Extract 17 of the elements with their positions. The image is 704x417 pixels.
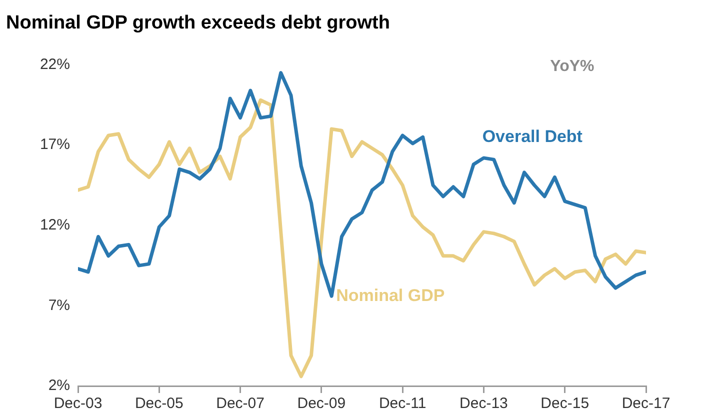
x-tick-label: Dec-09 — [297, 395, 346, 412]
chart-title: Nominal GDP growth exceeds debt growth — [6, 12, 390, 34]
series-label: Overall Debt — [482, 126, 583, 146]
annotation: YoY% — [550, 58, 594, 76]
x-tick-label: Dec-15 — [540, 395, 590, 412]
x-tick-label: Dec-05 — [134, 395, 184, 412]
y-tick-label: 12% — [40, 216, 70, 234]
series-label: Nominal GDP — [336, 286, 445, 305]
y-tick-label: 7% — [48, 296, 70, 314]
x-tick-label: Dec-17 — [622, 395, 670, 412]
y-tick-label: 2% — [48, 377, 70, 394]
x-tick-label: Dec-07 — [216, 395, 264, 412]
y-tick-label: 22% — [40, 56, 70, 73]
x-tick-label: Dec-13 — [460, 395, 508, 412]
x-tick-label: Dec-11 — [378, 395, 426, 412]
x-tick-label: Dec-03 — [54, 395, 102, 412]
y-tick-label: 17% — [40, 136, 70, 154]
